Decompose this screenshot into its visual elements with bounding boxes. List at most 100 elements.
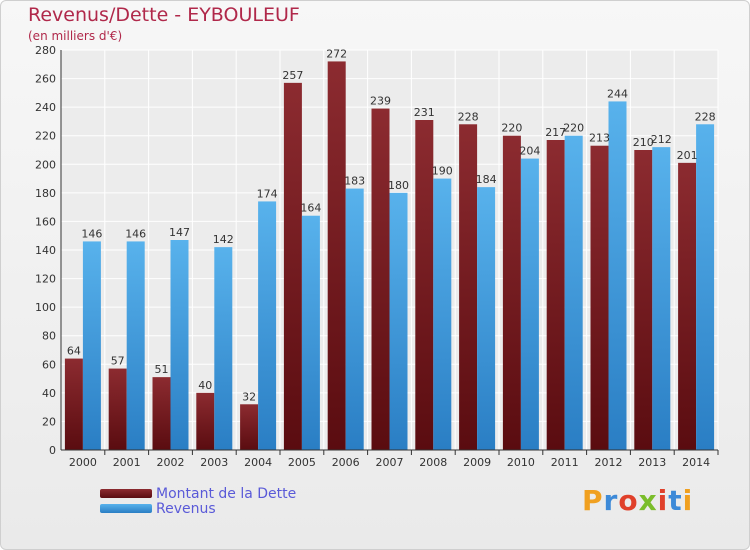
y-tick-label: 200	[35, 158, 56, 171]
data-label: 146	[125, 227, 146, 240]
data-label: 210	[633, 136, 654, 149]
x-tick-label: 2007	[376, 456, 404, 469]
y-tick-label: 20	[42, 415, 56, 428]
bar-dette	[152, 377, 171, 450]
data-label: 204	[519, 145, 540, 158]
y-tick-label: 220	[35, 130, 56, 143]
bar-dette	[634, 150, 653, 450]
data-label: 174	[257, 187, 278, 200]
bar-revenus	[82, 241, 101, 450]
x-tick-label: 2000	[69, 456, 97, 469]
data-label: 40	[198, 379, 212, 392]
bar-revenus	[652, 147, 671, 450]
bar-revenus	[258, 201, 277, 450]
bar-revenus	[301, 215, 320, 450]
data-label: 239	[370, 95, 391, 108]
data-label: 57	[111, 355, 125, 368]
bar-dette	[371, 108, 390, 451]
bar-revenus	[345, 188, 364, 451]
data-label: 220	[563, 122, 584, 135]
bar-revenus	[520, 158, 539, 451]
legend-swatch-debt	[100, 489, 152, 498]
logo-letter: r	[603, 484, 619, 517]
data-label: 228	[695, 110, 716, 123]
labels-layer: 64 146 57 146 51 147 40 142 32 174 257 164 272 183 239…	[67, 47, 716, 403]
data-label: 257	[282, 69, 303, 82]
x-tick-label: 2001	[113, 456, 141, 469]
legend: Montant de la Dette Revenus	[100, 485, 297, 517]
logo-letter: o	[618, 484, 639, 517]
y-tick-label: 160	[35, 215, 56, 228]
bar-dette	[678, 162, 697, 450]
data-label: 212	[651, 133, 672, 146]
legend-label-revenus: Revenus	[156, 500, 216, 517]
chart-title: Revenus/Dette - EYBOULEUF	[28, 4, 300, 26]
data-label: 228	[458, 110, 479, 123]
data-label: 146	[81, 227, 102, 240]
x-tick-label: 2006	[332, 456, 360, 469]
legend-item-debt: Montant de la Dette	[100, 485, 297, 502]
bar-dette	[459, 124, 478, 451]
legend-item-revenus: Revenus	[100, 500, 296, 517]
bar-dette	[502, 135, 521, 450]
legend-swatch-revenus	[100, 504, 152, 513]
data-label: 190	[432, 165, 453, 178]
x-tick-label: 2004	[244, 456, 272, 469]
bar-revenus	[170, 240, 189, 450]
data-label: 231	[414, 106, 435, 119]
logo-letter: P	[582, 484, 604, 517]
axis-layer: 0 20 40 60 80 100 120 140 160 180 200 220 240 260 280 2…	[35, 44, 719, 469]
x-tick-label: 2011	[551, 456, 579, 469]
data-label: 32	[242, 390, 256, 403]
data-label: 217	[545, 126, 566, 139]
data-label: 184	[476, 173, 497, 186]
bar-dette	[590, 145, 609, 450]
bar-dette	[415, 120, 434, 450]
x-tick-label: 2008	[419, 456, 447, 469]
data-label: 244	[607, 87, 628, 100]
x-tick-label: 2003	[200, 456, 228, 469]
logo-letter: i	[657, 484, 669, 517]
logo-letter: t	[668, 484, 683, 517]
bar-dette	[64, 358, 83, 450]
bar-dette	[327, 61, 346, 451]
x-tick-label: 2002	[157, 456, 185, 469]
bar-revenus	[696, 124, 715, 451]
bar-revenus	[214, 247, 233, 450]
bar-revenus	[433, 178, 452, 451]
x-tick-label: 2010	[507, 456, 535, 469]
y-tick-label: 260	[35, 73, 56, 86]
data-label: 180	[388, 179, 409, 192]
chart-subtitle: (en milliers d'€)	[28, 29, 123, 43]
logo-letter: x	[638, 484, 658, 517]
legend-label-debt: Montant de la Dette	[156, 485, 297, 502]
y-tick-label: 140	[35, 244, 56, 257]
bar-dette	[108, 368, 127, 450]
y-tick-label: 240	[35, 101, 56, 114]
data-label: 51	[155, 363, 169, 376]
bar-dette	[546, 140, 565, 450]
data-label: 213	[589, 132, 610, 145]
y-tick-label: 40	[42, 387, 56, 400]
bar-dette	[240, 404, 259, 450]
data-label: 220	[501, 122, 522, 135]
bar-dette	[196, 392, 215, 450]
y-tick-label: 0	[49, 444, 56, 457]
data-label: 183	[344, 175, 365, 188]
logo-letter: i	[682, 484, 694, 517]
y-tick-label: 100	[35, 301, 56, 314]
data-label: 147	[169, 226, 190, 239]
x-tick-label: 2005	[288, 456, 316, 469]
data-label: 64	[67, 345, 81, 358]
y-tick-label: 120	[35, 273, 56, 286]
y-tick-label: 80	[42, 330, 56, 343]
data-label: 272	[326, 47, 347, 60]
x-tick-label: 2009	[463, 456, 491, 469]
x-tick-label: 2013	[638, 456, 666, 469]
bar-revenus	[564, 135, 583, 450]
data-label: 164	[300, 202, 321, 215]
x-tick-label: 2012	[595, 456, 623, 469]
bar-revenus	[477, 187, 496, 450]
data-label: 142	[213, 233, 234, 246]
